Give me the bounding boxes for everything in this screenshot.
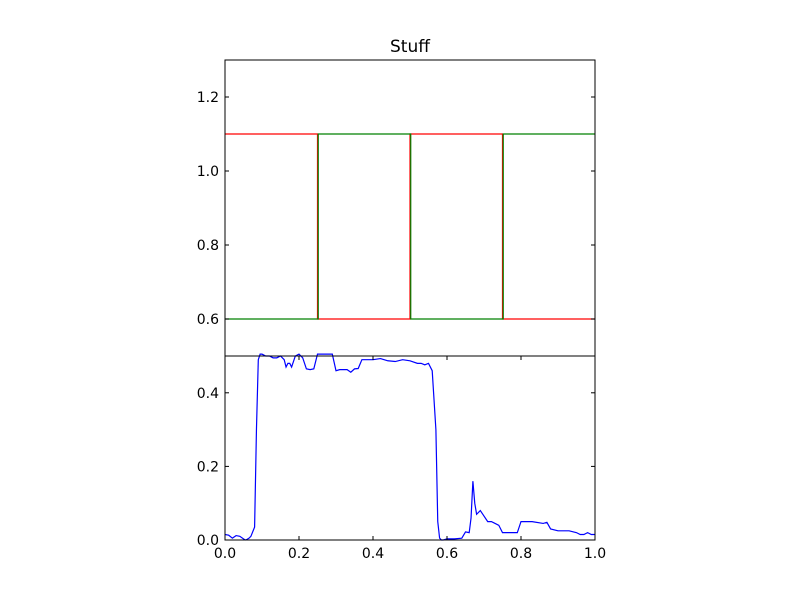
bottom-tick-labels: 0.0 0.2 0.4 0.0 0.2 0.4 0.6 0.8 1.0 [197, 386, 606, 562]
top-series-0-line [225, 133, 595, 320]
bottom-x-tick-label-5: 1.0 [584, 546, 606, 562]
top-series-1-line [225, 133, 595, 320]
top-tick-marks [225, 96, 595, 320]
bottom-x-tick-label-2: 0.4 [362, 546, 384, 562]
bottom-axes-frame [224, 355, 596, 541]
bottom-axes: 0.0 0.2 0.4 0.0 0.2 0.4 0.6 0.8 1.0 [197, 353, 606, 562]
bottom-y-tick-label-1: 0.2 [197, 459, 219, 475]
bottom-x-tick-label-3: 0.6 [436, 546, 458, 562]
top-axes: 0.6 0.8 1.0 1.2 [197, 60, 595, 356]
bottom-axes-background [225, 356, 595, 540]
top-series-group [225, 133, 595, 320]
bottom-x-tick-label-1: 0.2 [288, 546, 310, 562]
bottom-x-tick-label-0: 0.0 [214, 546, 236, 562]
top-y-tick-label-0: 0.6 [197, 312, 219, 328]
bottom-y-tick-label-0: 0.0 [197, 533, 219, 549]
top-y-tick-label-3: 1.2 [197, 90, 219, 106]
top-y-tick-label-2: 1.0 [197, 164, 219, 180]
top-tick-labels: 0.6 0.8 1.0 1.2 [197, 90, 219, 328]
bottom-x-tick-label-4: 0.8 [510, 546, 532, 562]
chart-title: Stuff [390, 37, 431, 57]
bottom-y-tick-label-2: 0.4 [197, 386, 219, 402]
top-y-tick-label-1: 0.8 [197, 238, 219, 254]
